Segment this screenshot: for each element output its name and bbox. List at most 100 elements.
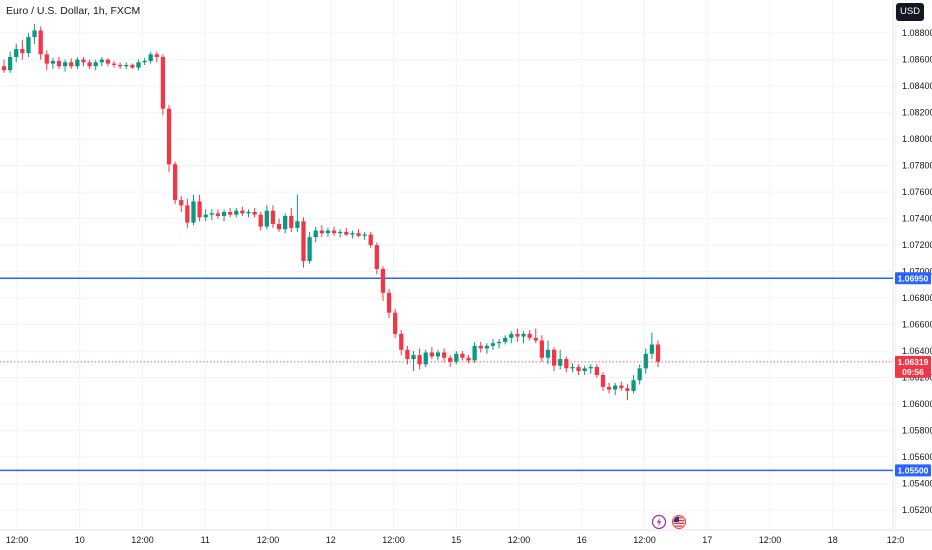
candle[interactable] xyxy=(240,206,245,216)
us-flag-icon[interactable] xyxy=(672,515,686,529)
candle[interactable] xyxy=(576,364,581,375)
candle[interactable] xyxy=(393,308,398,338)
candle[interactable] xyxy=(69,58,74,69)
candle[interactable] xyxy=(551,347,557,371)
candle[interactable] xyxy=(234,208,239,218)
candle[interactable] xyxy=(600,372,606,391)
candle[interactable] xyxy=(325,227,331,238)
candle[interactable] xyxy=(637,364,642,385)
candle[interactable] xyxy=(295,194,300,232)
candle[interactable] xyxy=(545,340,551,365)
candle[interactable] xyxy=(466,355,471,364)
candle[interactable] xyxy=(411,351,416,371)
candle[interactable] xyxy=(62,59,68,72)
candle[interactable] xyxy=(252,208,257,218)
candle[interactable] xyxy=(185,198,190,228)
candle[interactable] xyxy=(20,39,25,60)
candle[interactable] xyxy=(44,50,49,71)
candle[interactable] xyxy=(564,356,569,373)
candle[interactable] xyxy=(631,374,636,394)
candle[interactable] xyxy=(81,56,86,67)
candle[interactable] xyxy=(258,212,263,231)
candle[interactable] xyxy=(111,60,117,68)
candle[interactable] xyxy=(191,194,196,226)
candle[interactable] xyxy=(613,382,618,395)
candle[interactable] xyxy=(166,104,172,173)
candle[interactable] xyxy=(99,56,104,67)
horizontal-levels[interactable]: 1.06950 1.05500 xyxy=(0,272,931,477)
symbol-title[interactable]: Euro / U.S. Dollar, 1h, FXCM xyxy=(6,5,141,17)
candle[interactable] xyxy=(509,331,514,344)
candle[interactable] xyxy=(209,209,214,220)
candle[interactable] xyxy=(142,58,147,65)
candle[interactable] xyxy=(270,205,276,228)
candle[interactable] xyxy=(405,345,410,365)
candle[interactable] xyxy=(533,328,538,344)
candle[interactable] xyxy=(558,349,563,370)
candle[interactable] xyxy=(124,62,129,69)
candle[interactable] xyxy=(246,209,251,218)
candle[interactable] xyxy=(50,58,56,69)
candle[interactable] xyxy=(215,209,221,219)
candle[interactable] xyxy=(136,59,141,71)
candle[interactable] xyxy=(228,208,233,218)
candle[interactable] xyxy=(356,229,361,238)
candle[interactable] xyxy=(197,194,202,222)
candle[interactable] xyxy=(380,266,386,301)
candle[interactable] xyxy=(26,33,31,57)
candle[interactable] xyxy=(521,331,526,344)
candle[interactable] xyxy=(301,217,306,268)
candle[interactable] xyxy=(649,332,655,360)
candle[interactable] xyxy=(56,56,62,69)
candle[interactable] xyxy=(148,51,153,64)
candle[interactable] xyxy=(374,242,379,275)
candle[interactable] xyxy=(14,43,19,63)
candle[interactable] xyxy=(625,384,630,401)
candle[interactable] xyxy=(441,348,447,362)
price-axis[interactable]: 1.08800 1.08600 1.08400 1.08200 1.08000 1.078… xyxy=(902,28,932,515)
candle[interactable] xyxy=(179,196,184,212)
candle[interactable] xyxy=(93,59,98,71)
candles[interactable] xyxy=(1,23,661,401)
candle[interactable] xyxy=(38,26,43,60)
candle[interactable] xyxy=(460,351,465,361)
candle[interactable] xyxy=(154,51,159,63)
candle[interactable] xyxy=(423,349,428,368)
candle[interactable] xyxy=(160,54,166,116)
candle[interactable] xyxy=(313,226,318,243)
candle[interactable] xyxy=(105,58,111,67)
candle[interactable] xyxy=(32,23,37,44)
candle[interactable] xyxy=(362,231,367,240)
candle[interactable] xyxy=(582,365,587,375)
candle[interactable] xyxy=(7,51,13,73)
candle[interactable] xyxy=(478,341,483,353)
candle[interactable] xyxy=(472,341,477,364)
candle[interactable] xyxy=(289,208,294,232)
candle[interactable] xyxy=(655,340,661,368)
candle[interactable] xyxy=(344,227,349,236)
candle[interactable] xyxy=(399,329,404,356)
candle[interactable] xyxy=(435,349,441,361)
candle[interactable] xyxy=(429,347,434,360)
candle[interactable] xyxy=(130,63,135,69)
candle[interactable] xyxy=(527,329,532,341)
event-markers[interactable] xyxy=(651,514,686,530)
candle[interactable] xyxy=(570,363,575,373)
level-line[interactable]: 1.05500 xyxy=(0,464,931,477)
candle[interactable] xyxy=(503,335,508,345)
candle[interactable] xyxy=(606,382,612,394)
candle[interactable] xyxy=(87,59,92,69)
candle[interactable] xyxy=(594,364,600,378)
candle[interactable] xyxy=(484,343,489,354)
candle[interactable] xyxy=(454,351,459,365)
currency-button[interactable]: USD xyxy=(896,3,924,21)
candle[interactable] xyxy=(319,225,324,238)
time-axis[interactable]: 12:00 10 12:00 11 12:00 12 12:00 15 12:00 16 12:00… xyxy=(6,535,905,545)
candle[interactable] xyxy=(307,231,312,264)
candle[interactable] xyxy=(490,339,496,350)
candle[interactable] xyxy=(448,355,453,368)
candle[interactable] xyxy=(350,230,355,239)
candle[interactable] xyxy=(221,209,227,222)
candle[interactable] xyxy=(117,62,123,69)
candle[interactable] xyxy=(338,229,343,238)
